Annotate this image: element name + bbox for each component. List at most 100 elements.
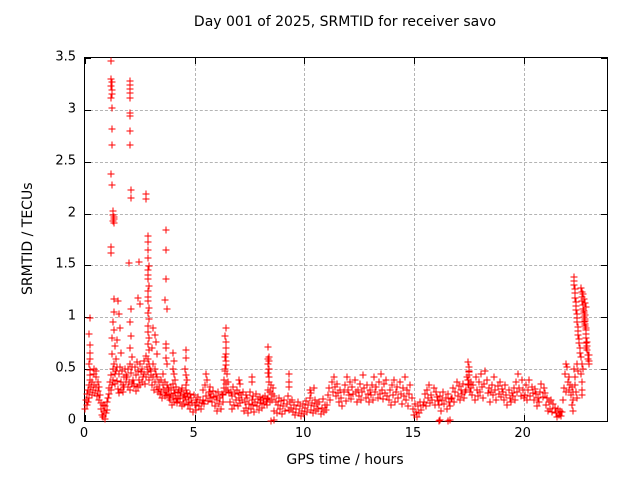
data-point	[581, 299, 589, 307]
data-point	[342, 397, 350, 405]
x-tick-mark	[85, 58, 86, 64]
data-point	[95, 383, 103, 391]
data-point	[348, 383, 356, 391]
data-point	[84, 398, 92, 406]
data-point	[579, 365, 587, 373]
data-point	[400, 392, 408, 400]
x-tick-mark	[304, 415, 306, 421]
y-tick-label: 2.5	[55, 153, 76, 169]
data-point	[224, 378, 232, 386]
data-point	[126, 89, 134, 97]
data-point	[423, 386, 431, 394]
x-tick-mark	[194, 415, 196, 421]
plot-area	[81, 57, 608, 425]
x-tick-label: 15	[404, 426, 422, 441]
data-point	[391, 398, 399, 406]
data-point	[540, 384, 548, 392]
data-point	[432, 388, 440, 396]
data-point	[222, 338, 230, 346]
data-point	[108, 350, 116, 358]
data-point	[393, 383, 401, 391]
data-point	[86, 341, 94, 349]
data-point	[127, 332, 135, 340]
data-point	[338, 402, 346, 410]
data-point	[221, 332, 229, 340]
data-point	[223, 370, 231, 378]
data-point	[413, 413, 421, 421]
data-point	[435, 401, 443, 409]
data-point	[579, 290, 587, 298]
data-point	[401, 373, 409, 381]
data-point	[351, 376, 359, 383]
data-point	[573, 314, 581, 322]
data-point	[573, 394, 581, 402]
data-point	[578, 391, 586, 399]
data-point	[496, 378, 504, 386]
data-point	[571, 381, 579, 389]
data-point	[145, 304, 153, 312]
data-point	[220, 376, 228, 383]
data-point	[115, 310, 123, 318]
data-point	[208, 398, 216, 406]
data-point	[284, 392, 292, 400]
data-point	[128, 353, 136, 361]
data-point	[108, 125, 116, 133]
data-point	[86, 314, 94, 322]
y-tick-mark	[85, 109, 91, 111]
data-point	[310, 384, 318, 392]
data-point	[244, 409, 252, 417]
data-point	[404, 402, 412, 410]
data-point	[532, 390, 540, 398]
data-point	[110, 326, 118, 334]
data-point	[464, 358, 472, 366]
data-point	[269, 384, 277, 392]
data-point	[107, 94, 115, 102]
data-point	[171, 376, 179, 383]
x-tick-labels: 0 5 10 15 20	[80, 426, 606, 442]
x-tick-mark	[523, 415, 525, 421]
data-point	[451, 388, 459, 396]
data-point	[152, 338, 160, 346]
x-axis-title: GPS time / hours	[286, 452, 404, 468]
data-point	[280, 396, 288, 404]
data-point	[163, 305, 171, 313]
data-point	[471, 396, 479, 404]
y-tick-labels: 0 0.5 1 1.5 2 2.5 3 3.5	[0, 50, 76, 428]
data-point	[227, 388, 235, 396]
data-point	[324, 391, 332, 399]
y-tick-label: 1	[67, 308, 76, 324]
data-point	[170, 370, 178, 378]
data-point	[86, 366, 94, 374]
data-point	[153, 350, 161, 358]
data-point	[153, 373, 161, 381]
data-point	[116, 363, 124, 371]
data-point	[126, 94, 134, 102]
data-point	[333, 380, 341, 388]
data-point	[494, 382, 502, 390]
data-point	[330, 373, 338, 381]
data-point	[136, 300, 144, 308]
data-point	[311, 396, 319, 404]
data-point	[379, 395, 387, 403]
data-point	[513, 388, 521, 396]
data-point	[577, 370, 585, 378]
data-point	[323, 401, 331, 409]
data-point	[440, 400, 448, 408]
x-tick-label: 0	[79, 426, 89, 441]
data-point	[190, 391, 198, 399]
data-point	[356, 380, 364, 388]
data-point	[138, 365, 146, 373]
data-point	[359, 371, 367, 379]
data-point	[169, 365, 177, 373]
data-point	[396, 378, 404, 386]
data-point	[235, 376, 243, 383]
data-point	[144, 293, 152, 301]
data-point	[571, 294, 579, 302]
data-point	[94, 387, 102, 395]
data-point	[425, 381, 433, 389]
data-point	[369, 396, 377, 404]
data-point	[135, 258, 143, 266]
data-point	[92, 373, 100, 381]
data-point	[578, 360, 586, 368]
data-point	[151, 331, 159, 339]
